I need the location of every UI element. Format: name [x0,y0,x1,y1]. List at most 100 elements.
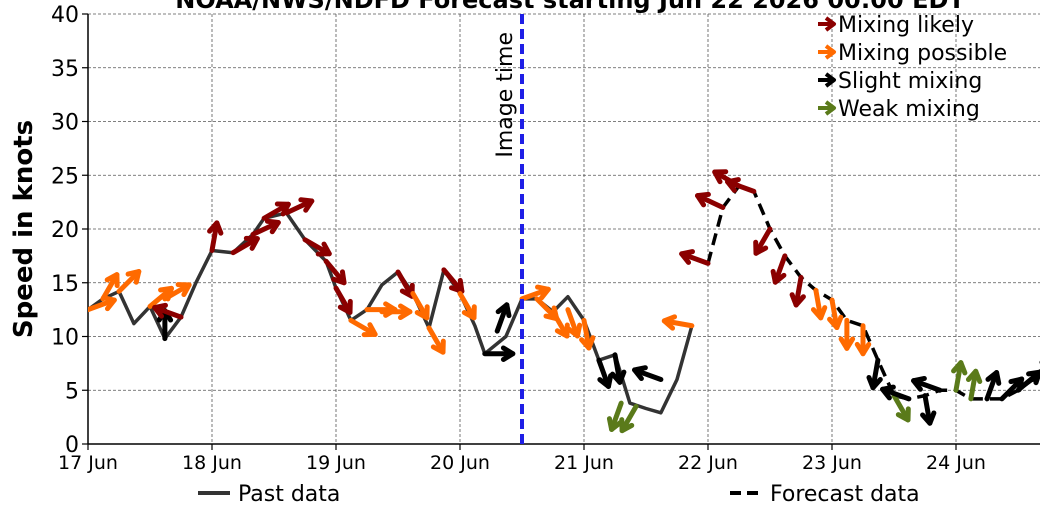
mixing-arrow [854,323,872,357]
arrow-head [264,218,281,235]
arrow-head [495,302,512,319]
series-legend-label: Forecast data [770,482,920,506]
forecast-data-line [706,184,1040,401]
arrow-head [827,314,844,331]
y-tick-label: 30 [51,111,79,136]
mixing-arrow [866,357,883,391]
arrow-head [337,298,353,315]
mixing-arrow [789,274,806,308]
arrow-head [770,268,787,285]
mixing-arrow [606,400,624,432]
mixing-arrow [379,303,413,321]
mixing-arrow [1030,360,1040,382]
mixing-arrow [457,291,477,321]
arrow-head [104,272,120,289]
x-tick-label: 17 Jun [58,452,118,474]
legend-label: Mixing likely [838,13,974,38]
mixing-arrow [519,284,551,302]
arrow-head [125,269,142,285]
series-legend-label: Past data [238,482,340,506]
y-ticks: 0 5 10 15 20 25 30 35 40 [51,3,88,458]
x-tick-label: 22 Jun [678,452,738,474]
arrow-head [152,302,168,319]
arrow-head [448,277,465,294]
x-tick-label: 23 Jun [802,452,862,474]
mixing-arrow [162,282,192,302]
arrow-head [500,345,516,362]
arrow-head [951,360,968,376]
y-tick-label: 25 [51,164,79,189]
mixing-arrow [579,317,596,351]
mixing-arrow [695,191,726,210]
x-ticks: 17 Jun 18 Jun 19 Jun 20 Jun 21 Jun 22 Jun 23 J… [58,444,986,474]
x-tick-label: 18 Jun [182,452,242,474]
y-tick-label: 0 [65,433,79,458]
mixing-arrow [333,285,353,315]
mixing-arrow [116,269,142,294]
arrow-head [712,169,729,185]
mixing-arrow [610,352,627,385]
mixing-arrow [911,375,943,393]
mixing-arrow [348,317,378,338]
mixing-arrow [827,297,844,331]
mixing-arrow [88,295,117,313]
y-tick-label: 15 [51,272,79,297]
arrow-head [579,335,596,351]
legend-item: Slight mixing [818,69,982,94]
x-tick-label: 21 Jun [554,452,614,474]
arrow-head [414,304,430,321]
legend-item: Weak mixing [818,97,980,122]
y-tick-label: 5 [65,379,79,404]
series-legend-item: Past data [198,482,340,506]
arrow-head [920,410,937,426]
arrow-head [331,269,347,286]
mixing-arrow [838,317,856,351]
y-tick-label: 20 [51,218,79,243]
arrow-head [911,375,927,392]
arrow-head [566,322,583,339]
mixing-arrow [230,235,260,256]
mixing-arrow [951,360,968,393]
arrow-head [175,282,192,298]
arrow-head [866,374,883,391]
y-tick-label: 35 [51,57,79,82]
image-time-label: Image time [493,32,518,158]
arrow-head [632,365,648,382]
mixing-arrow [410,291,430,321]
y-axis-label: Speed in knots [9,120,39,338]
mixing-arrow [482,345,516,362]
mixing-arrow [725,177,757,194]
arrow-head [725,177,741,193]
legend-label: Weak mixing [838,97,980,122]
arrow-head [895,406,911,423]
arrow-head [298,197,315,213]
arrow-head [661,314,678,331]
arrow-head [243,235,260,251]
mixing-arrow [753,226,773,256]
y-tick-label: 40 [51,3,79,28]
mixing-arrow [565,307,583,339]
mixing-arrow [920,393,937,426]
arrow-head [854,341,872,357]
mixing-arrow [302,237,332,257]
series-legend-item: Forecast data [730,482,920,506]
arrow-head [315,241,332,257]
mixing-arrow [323,258,347,286]
arrow-head [606,416,623,432]
arrow-head [398,303,413,321]
mixing-arrow [880,384,912,402]
mixing-arrow [661,314,695,331]
mixing-arrow [596,357,614,389]
image-time-marker: Image time [493,14,524,444]
arrow-head [695,191,711,208]
mixing-arrow [494,302,512,334]
arrow-head [101,295,117,312]
legend-arrow-head [824,100,836,116]
mixing-arrow [207,220,224,253]
series-legend: Past data Forecast data [198,482,920,506]
arrow-head [207,220,224,236]
mixing-arrow [261,201,291,221]
mixing-arrow [250,218,281,237]
x-tick-label: 19 Jun [306,452,366,474]
arrow-head [789,292,806,308]
